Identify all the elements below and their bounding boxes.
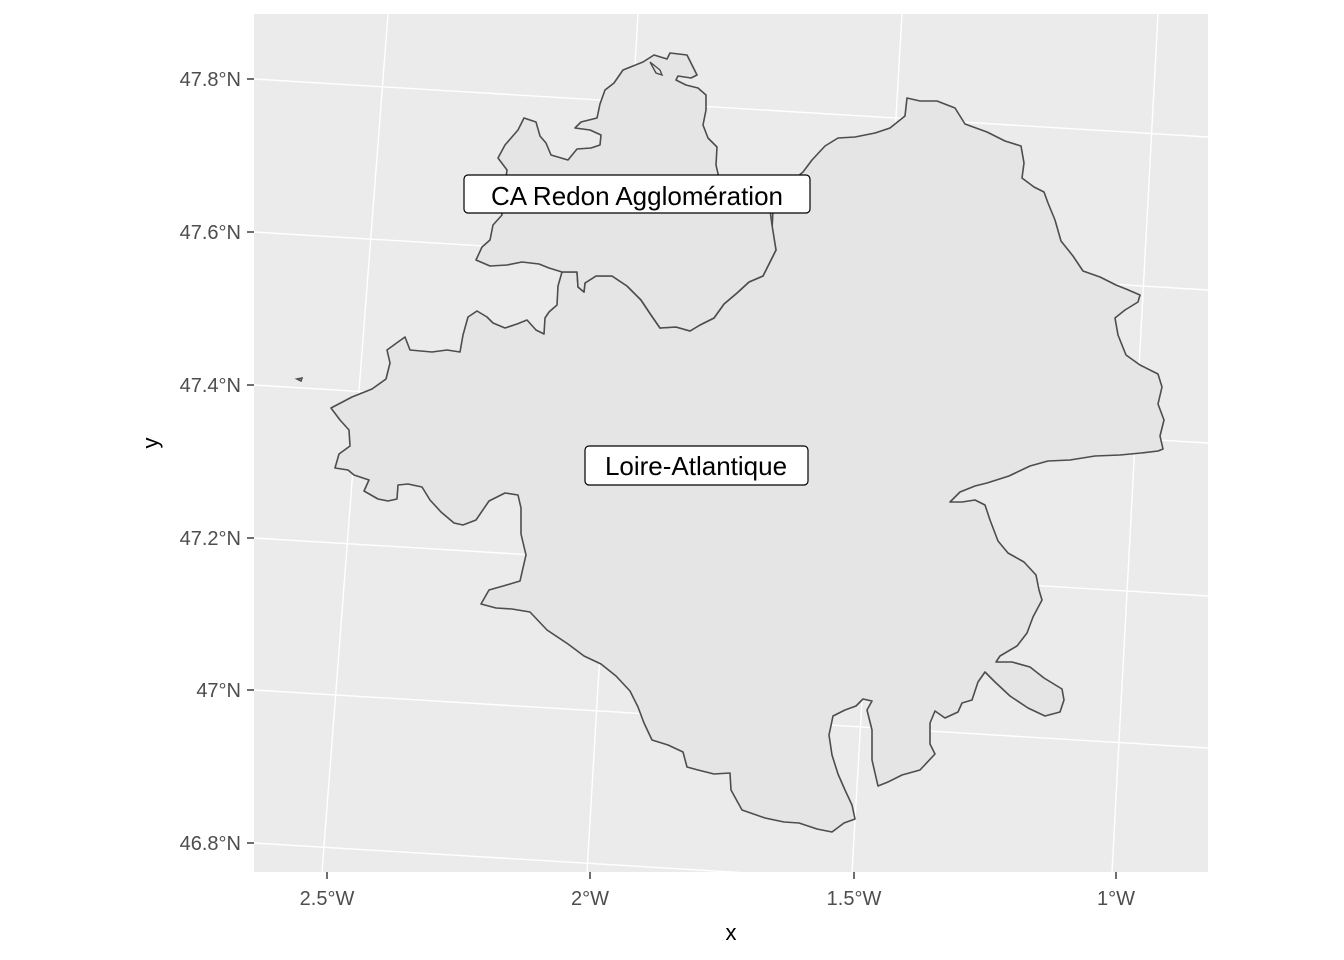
parallel-47.8N — [254, 78, 1208, 138]
x-axis: 2.5°W 2°W 1.5°W 1°W — [300, 872, 1135, 910]
label-box-ca-redon — [463, 174, 811, 214]
x-tick-label: 2°W — [571, 888, 609, 910]
label-ca-redon: CA Redon Agglomération — [463, 174, 811, 214]
region-island — [294, 376, 304, 383]
x-tick-label: 2.5°W — [300, 888, 355, 910]
x-tick-label: 1°W — [1097, 888, 1135, 910]
label-text-loire-atlantique: Loire-Atlantique — [605, 451, 787, 481]
label-box-loire-atlantique — [584, 445, 809, 486]
y-tick-label: 47.8°N — [180, 69, 241, 91]
x-tick-label: 1.5°W — [827, 888, 882, 910]
y-axis-title: y — [138, 438, 163, 449]
region-lake — [649, 61, 664, 77]
x-axis-title: x — [726, 920, 737, 945]
y-tick-label: 47.6°N — [180, 222, 241, 244]
y-tick-label: 47°N — [196, 680, 241, 702]
label-text-ca-redon: CA Redon Agglomération — [491, 181, 783, 211]
y-tick-label: 46.8°N — [180, 833, 241, 855]
y-tick-label: 47.4°N — [180, 375, 241, 397]
label-loire-atlantique: Loire-Atlantique — [584, 445, 809, 486]
y-tick-label: 47.2°N — [180, 528, 241, 550]
parallel-46.8N — [254, 842, 743, 872]
y-axis: 47.8°N 47.6°N 47.4°N 47.2°N 47°N 46.8°N — [180, 69, 254, 855]
